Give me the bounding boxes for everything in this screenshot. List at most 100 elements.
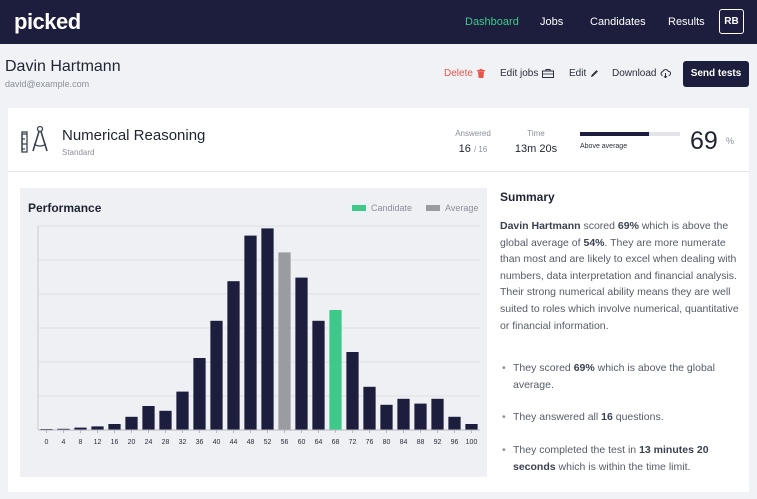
legend-average-swatch	[426, 205, 440, 211]
bullet1-text-2: which is above the global average.	[513, 362, 715, 391]
delete-button[interactable]: Delete	[444, 68, 485, 79]
bullet2-text-2: questions.	[612, 411, 664, 423]
chart-tick-label: 36	[196, 439, 204, 446]
summary-paragraph: Davin Hartmann scored 69% which is above…	[500, 218, 740, 334]
chart-bar-52	[261, 228, 274, 430]
chart-tick-label: 48	[247, 439, 255, 446]
chart-tick-label: 28	[162, 439, 170, 446]
edit-jobs-button[interactable]: Edit jobs	[500, 68, 555, 79]
test-type: Standard	[62, 148, 95, 157]
chart-bar-44	[227, 281, 240, 430]
candidate-email: david@example.com	[5, 79, 90, 89]
chart-bar-60	[295, 277, 308, 430]
compass-ruler-icon	[21, 125, 48, 153]
summary-text-1: scored	[580, 220, 618, 232]
chart-bar-72	[346, 352, 359, 430]
answered-label: Answered	[455, 129, 491, 138]
edit-label: Edit	[569, 68, 587, 79]
chart-tick-label: 8	[79, 439, 83, 446]
chart-tick-label: 56	[281, 439, 289, 446]
chart-bar-84	[397, 398, 410, 430]
chart-tick-label: 96	[451, 439, 459, 446]
score-unit: %	[726, 136, 735, 146]
chart-bar-92	[431, 398, 444, 430]
chart-bar-68	[329, 310, 342, 430]
summary-bullet-time: They completed the test in 13 minutes 20…	[502, 442, 742, 475]
score-bar	[580, 132, 680, 136]
edit-jobs-label: Edit jobs	[500, 68, 539, 79]
edit-button[interactable]: Edit	[569, 68, 599, 79]
chart-bar-64	[312, 320, 325, 430]
performance-chart-panel: Performance Candidate Average 0 4 8 12 16 20 2…	[20, 188, 487, 477]
chart-tick-label: 64	[315, 439, 323, 446]
nav-jobs[interactable]: Jobs	[540, 16, 564, 28]
summary-candidate-name: Davin Hartmann	[500, 220, 581, 232]
chart-bar-56	[278, 252, 291, 430]
nav-candidates[interactable]: Candidates	[590, 16, 646, 28]
legend-average-label: Average	[445, 203, 479, 213]
bullet3-text-2: which is within the time limit.	[555, 460, 691, 473]
chart-tick-label: 72	[349, 439, 357, 446]
briefcase-icon	[542, 69, 555, 78]
chart-tick-label: 40	[213, 439, 221, 446]
summary-text-2: which is above the global average of	[500, 220, 729, 249]
chart-bar-28	[159, 410, 172, 430]
chart-bar-20	[125, 416, 138, 430]
chart-bar-48	[244, 235, 257, 430]
bullet2-count: 16	[601, 411, 613, 423]
summary-bullet-score: They scored 69% which is above the globa…	[502, 360, 742, 393]
chart-tick-label: 68	[332, 439, 340, 446]
picked-logo[interactable]: picked	[14, 9, 81, 34]
pencil-icon	[591, 70, 599, 77]
trash-icon	[476, 69, 485, 78]
score-bar-fill	[580, 132, 649, 136]
chart-tick-label: 12	[94, 439, 102, 446]
chart-bar-32	[176, 391, 189, 430]
chart-bar-80	[380, 404, 393, 430]
chart-bar-88	[414, 403, 427, 430]
chart-tick-label: 60	[298, 439, 306, 446]
chart-tick-label: 0	[45, 439, 49, 446]
chart-bar-40	[210, 320, 223, 430]
bullet2-text-1: They answered all	[513, 411, 602, 423]
chart-tick-label: 32	[179, 439, 187, 446]
card-divider	[8, 171, 749, 172]
chart-tick-label: 84	[400, 439, 408, 446]
summary-bullet-answered: They answered all 16 questions.	[502, 409, 742, 426]
chart-tick-label: 4	[62, 439, 66, 446]
summary-text-3: . They are more numerate than most and a…	[500, 236, 739, 332]
chart-tick-label: 100	[466, 439, 478, 446]
chart-tick-label: 76	[366, 439, 374, 446]
chart-tick-label: 52	[264, 439, 272, 446]
cloud-download-icon	[661, 69, 672, 78]
score-caption: Above average	[580, 143, 628, 150]
bullet3-text-1: They completed the test in	[513, 444, 640, 456]
top-navbar: picked Dashboard Jobs Candidates Results…	[0, 0, 757, 44]
legend-candidate-swatch	[352, 205, 366, 211]
chart-bar-76	[363, 386, 376, 430]
chart-title: Performance	[28, 201, 102, 215]
legend-candidate-label: Candidate	[371, 203, 413, 213]
answered-total: / 16	[473, 145, 488, 154]
nav-dashboard[interactable]: Dashboard	[465, 16, 519, 28]
user-avatar[interactable]: RB	[719, 9, 744, 34]
legend-average: Average	[426, 203, 478, 213]
nav-results[interactable]: Results	[668, 16, 705, 28]
chart-bar-36	[193, 358, 206, 430]
chart-bar-16	[108, 424, 121, 430]
download-button[interactable]: Download	[612, 68, 672, 79]
answered-value: 16 / 16	[448, 143, 498, 155]
chart-tick-label: 44	[230, 439, 238, 446]
summary-title: Summary	[500, 190, 555, 204]
delete-label: Delete	[444, 68, 473, 79]
summary-average: 54%	[583, 236, 605, 249]
chart-tick-label: 16	[111, 439, 119, 446]
chart-tick-label: 24	[145, 439, 153, 446]
test-name: Numerical Reasoning	[62, 127, 206, 144]
summary-score: 69%	[617, 220, 639, 232]
send-tests-button[interactable]: Send tests	[683, 61, 749, 87]
chart-bar-8	[74, 427, 87, 430]
chart-bar-12	[91, 426, 104, 430]
performance-chart: 0 4 8 12 16 20 24 28 32 36 40 44 48 52 56 60 64 68 72 76 80 8…	[37, 225, 480, 446]
test-result-card: Numerical Reasoning Standard Answered 16…	[8, 108, 749, 492]
